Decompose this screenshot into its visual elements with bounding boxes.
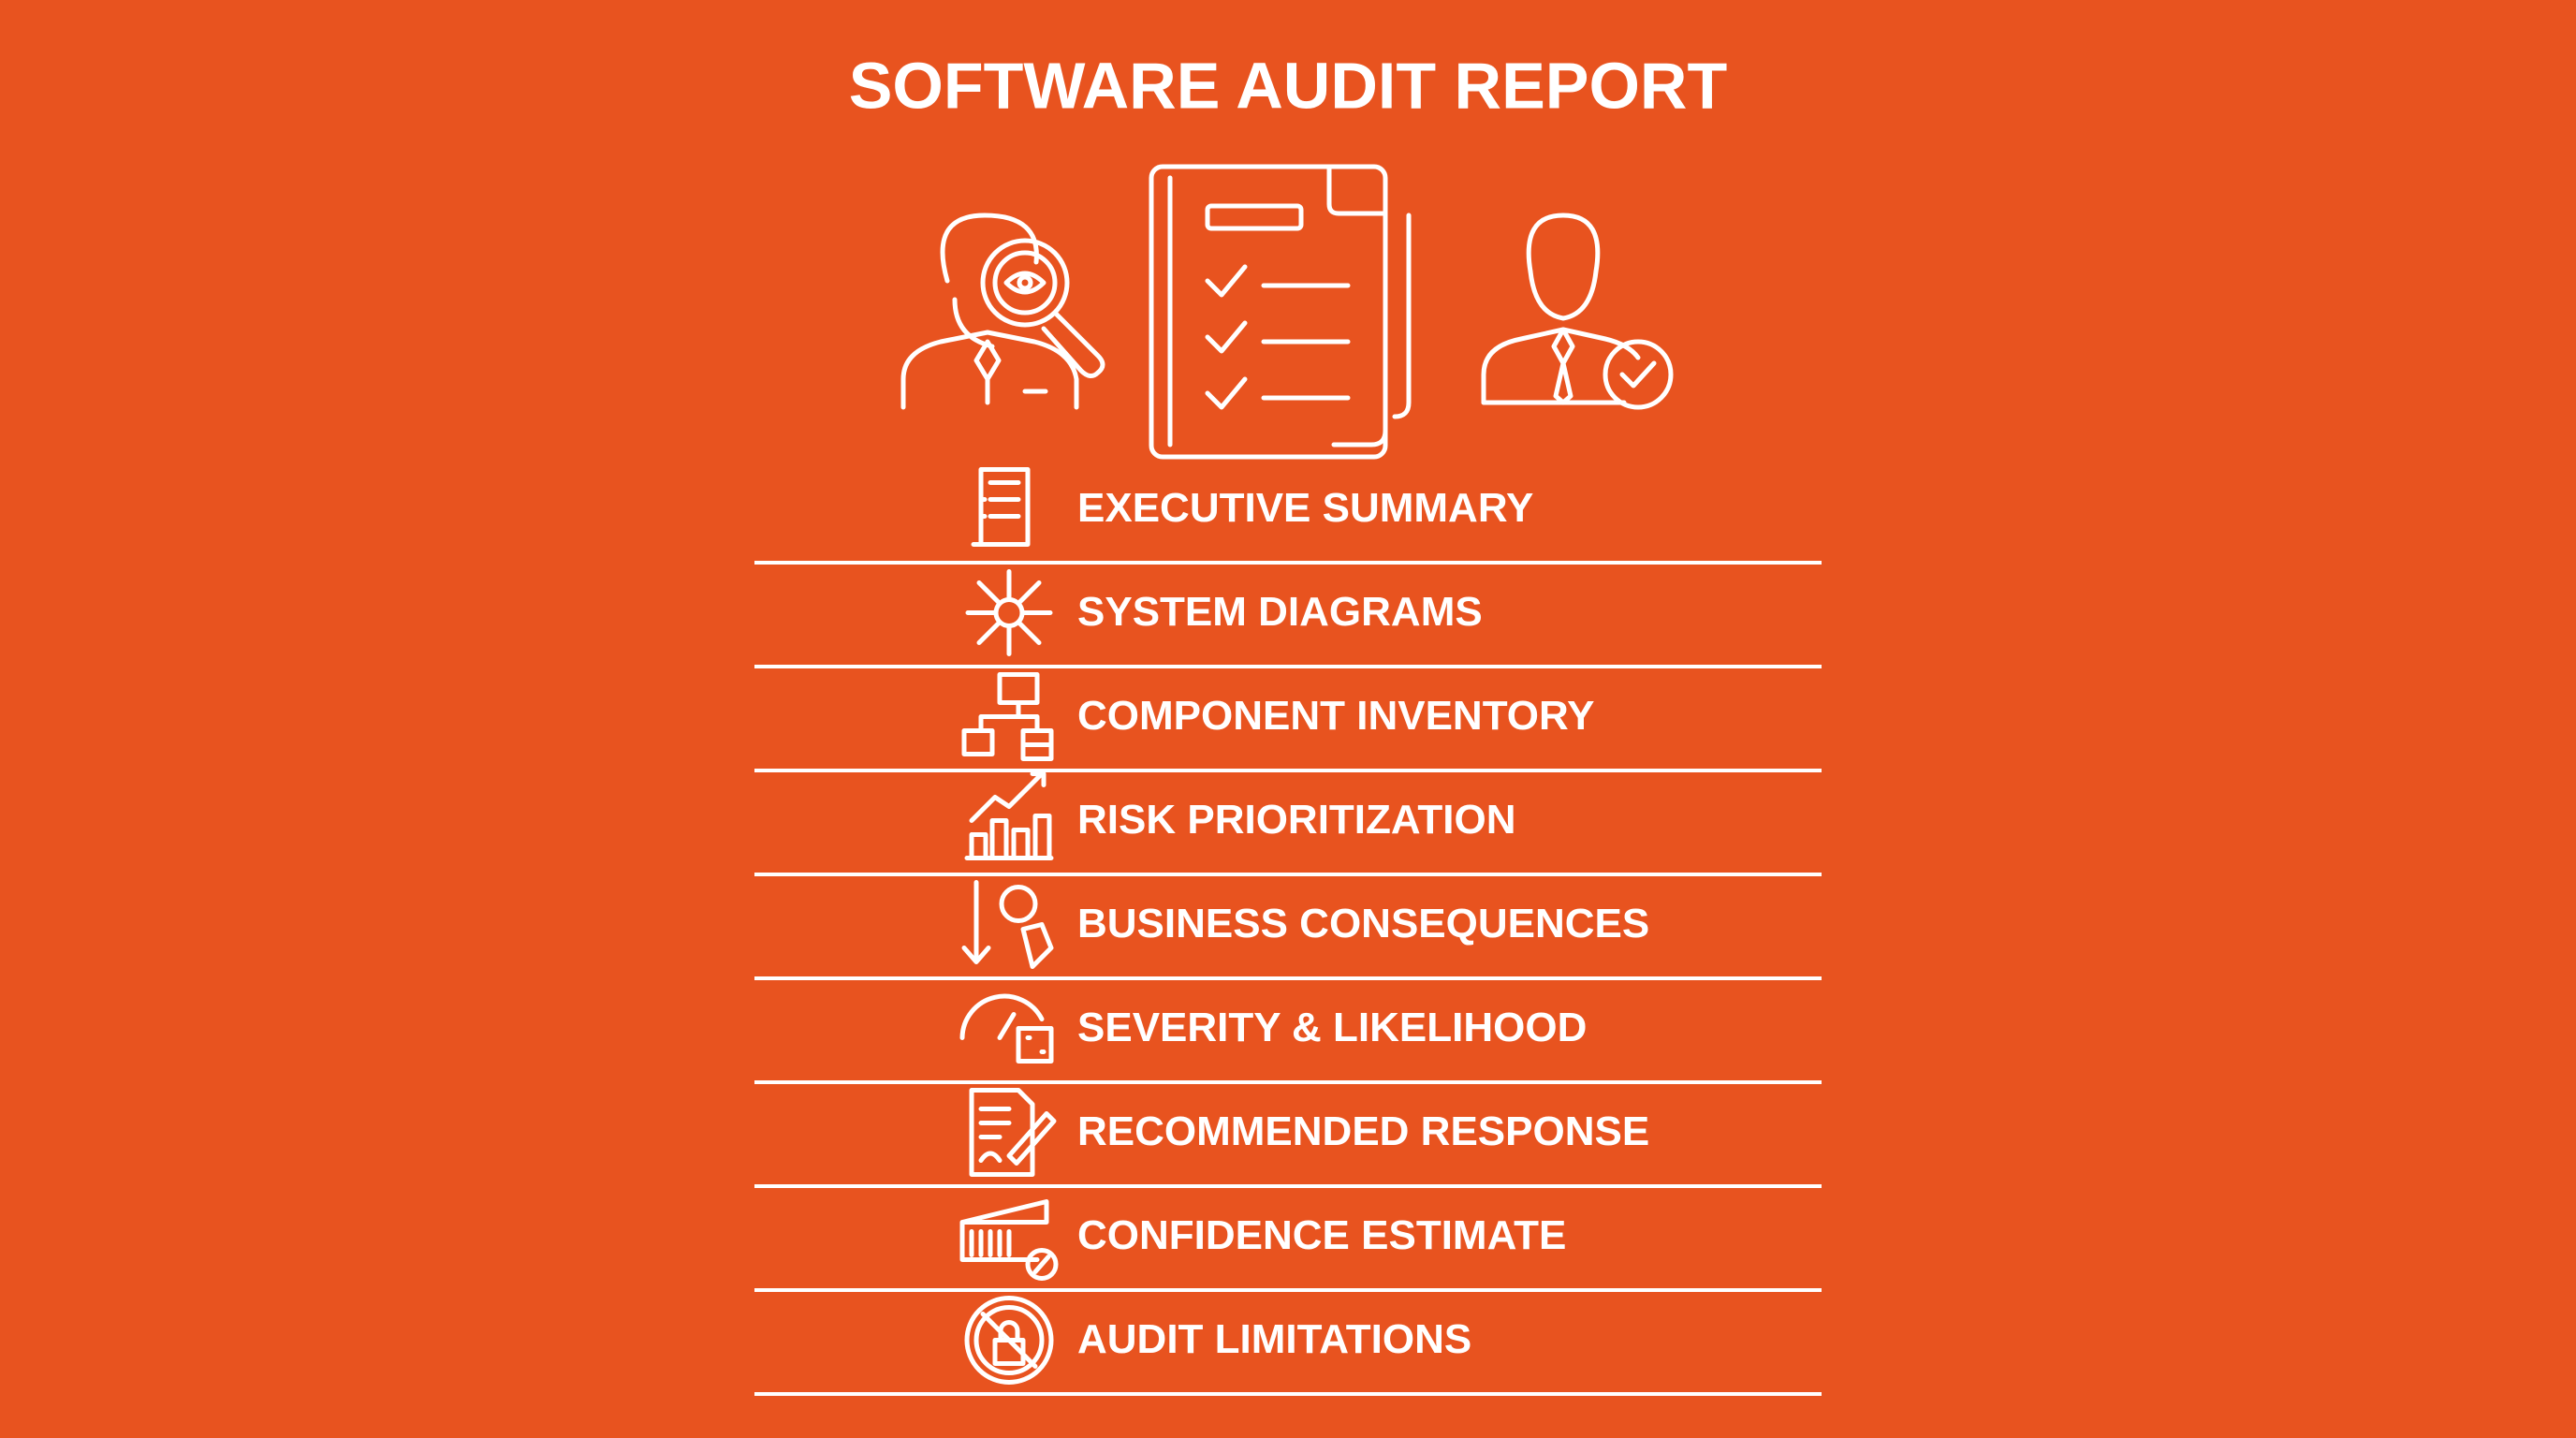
item-icon	[971, 467, 1031, 547]
item-label: BUSINESS CONSEQUENCES	[1077, 901, 1649, 946]
item-icon	[959, 1199, 1059, 1281]
item-icon	[961, 880, 1054, 969]
title: SOFTWARE AUDIT REPORT	[849, 49, 1728, 122]
report-icon	[1149, 164, 1412, 460]
item-label: SEVERITY & LIKELIHOOD	[1077, 1005, 1587, 1050]
approver-icon	[1481, 213, 1674, 410]
item-icon	[969, 1088, 1057, 1177]
item-label: COMPONENT INVENTORY	[1077, 693, 1595, 739]
item-icon	[964, 771, 1054, 860]
item-label: EXECUTIVE SUMMARY	[1077, 485, 1533, 531]
item-label: SYSTEM DIAGRAMS	[1077, 589, 1483, 635]
item-label: RECOMMENDED RESPONSE	[1077, 1108, 1649, 1154]
item-label: CONFIDENCE ESTIMATE	[1077, 1212, 1566, 1258]
item-icon	[959, 993, 1054, 1064]
item-icon	[965, 569, 1053, 656]
item-label: AUDIT LIMITATIONS	[1077, 1316, 1471, 1362]
item-icon	[964, 1296, 1054, 1385]
item-label: RISK PRIORITIZATION	[1077, 797, 1516, 843]
auditor-icon	[900, 213, 1105, 410]
item-icon	[961, 672, 1054, 761]
